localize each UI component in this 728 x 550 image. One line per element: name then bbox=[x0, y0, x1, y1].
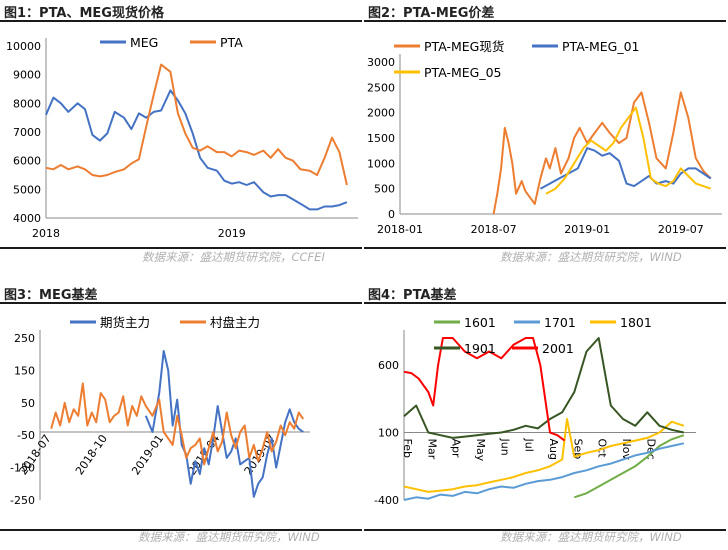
y-tick-label: 500 bbox=[374, 183, 395, 196]
y-tick-label: 5000 bbox=[13, 183, 41, 196]
y-tick-label: -250 bbox=[10, 494, 35, 507]
panel-meg-basis: 图3：MEG基差 -250 -150 -50 50 150 250 2018-07 2018-… bbox=[0, 275, 364, 550]
y-tick-label: 1000 bbox=[367, 157, 395, 170]
x-tick-label: Apr bbox=[450, 439, 463, 459]
x-tick-label: Jun bbox=[498, 438, 511, 456]
y-tick-label: 7000 bbox=[13, 126, 41, 139]
divider-bottom bbox=[364, 529, 726, 531]
y-tick-label: -150 bbox=[10, 462, 35, 475]
y-tick-label: 150 bbox=[14, 364, 35, 377]
series-line-4 bbox=[403, 337, 685, 439]
series-line-3 bbox=[545, 106, 712, 195]
y-tick-label: -50 bbox=[17, 429, 35, 442]
legend-label: PTA-MEG现货 bbox=[424, 39, 504, 54]
series-line-1 bbox=[144, 350, 304, 498]
x-tick-label: Dec bbox=[644, 439, 657, 460]
legend-label: 期货主力 bbox=[100, 315, 150, 330]
y-tick-label: 9000 bbox=[13, 69, 41, 82]
y-tick-label: 2000 bbox=[367, 107, 395, 120]
x-tick-label: May bbox=[474, 439, 487, 462]
y-tick-label: 2500 bbox=[367, 81, 395, 94]
series-line-1 bbox=[492, 91, 712, 215]
chart-title: 图3：MEG基差 bbox=[4, 288, 98, 303]
legend-label: PTA-MEG_05 bbox=[424, 65, 502, 80]
y-tick-label: -400 bbox=[374, 494, 399, 507]
x-tick-label: 2018 bbox=[32, 227, 60, 240]
x-tick-label: 2019-01 bbox=[129, 432, 166, 477]
x-tick-label: Aug bbox=[547, 439, 560, 460]
series-line-2 bbox=[539, 147, 712, 190]
legend-label: PTA bbox=[220, 35, 243, 50]
x-tick-label: Feb bbox=[401, 439, 414, 458]
source-note: 数据来源：盛达期货研究院，WIND bbox=[138, 530, 320, 544]
series-line-2 bbox=[403, 442, 685, 501]
series-line-2 bbox=[45, 63, 348, 186]
series-line-1 bbox=[573, 434, 685, 499]
series-line-3 bbox=[403, 418, 685, 493]
x-tick-label: 2018-01 bbox=[377, 223, 423, 236]
series-line-2 bbox=[50, 382, 305, 466]
legend-label: 村盘主力 bbox=[210, 315, 260, 330]
x-tick-label: Jul bbox=[523, 438, 536, 452]
chart-pta-meg-spread: 0 500 1000 1500 2000 2500 3000 2018-01 2018-07 20… bbox=[367, 39, 722, 236]
x-tick-label: 2019-07 bbox=[658, 223, 704, 236]
y-tick-label: 100 bbox=[378, 427, 399, 440]
panel-pta-basis: 图4：PTA基差 -400 100 600 Feb Mar Apr May Jun Jul Aug… bbox=[364, 275, 728, 550]
chart-title: 图4：PTA基差 bbox=[368, 288, 457, 303]
chart-title: 图1：PTA、MEG现货价格 bbox=[4, 6, 164, 21]
divider-top bbox=[0, 20, 362, 22]
legend-label: 1601 bbox=[464, 315, 496, 330]
y-tick-label: 6000 bbox=[13, 155, 41, 168]
y-tick-label: 4000 bbox=[13, 212, 41, 225]
legend-label: 1801 bbox=[620, 315, 652, 330]
chart-meg-pta-spot: 4000 5000 6000 7000 8000 9000 10000 2018 2019 MEG… bbox=[6, 35, 358, 240]
divider-top bbox=[364, 20, 726, 22]
legend-label: PTA-MEG_01 bbox=[562, 39, 640, 54]
y-tick-label: 8000 bbox=[13, 97, 41, 110]
legend-label: 1701 bbox=[544, 315, 576, 330]
y-tick-label: 250 bbox=[14, 332, 35, 345]
y-tick-label: 0 bbox=[388, 208, 395, 221]
chart-title: 图2：PTA-MEG价差 bbox=[368, 6, 495, 21]
panel-meg-pta-spot: 图1：PTA、MEG现货价格 4000 5000 6000 7000 8000 9000 1… bbox=[0, 0, 364, 275]
y-tick-label: 10000 bbox=[6, 40, 41, 53]
y-tick-label: 50 bbox=[21, 397, 35, 410]
legend-label: MEG bbox=[130, 35, 158, 50]
divider-bottom bbox=[0, 529, 362, 531]
y-tick-label: 600 bbox=[378, 359, 399, 372]
series-line-1 bbox=[45, 89, 348, 211]
x-tick-label: Mar bbox=[425, 439, 438, 460]
divider-bottom bbox=[0, 247, 362, 249]
x-tick-label: 2019-01 bbox=[564, 223, 610, 236]
divider-top bbox=[364, 302, 726, 304]
divider-bottom bbox=[364, 247, 726, 249]
source-note: 数据来源：盛达期货研究院，WIND bbox=[500, 250, 682, 264]
x-tick-label: 2018-10 bbox=[73, 432, 110, 477]
source-note: 数据来源：盛达期货研究院，WIND bbox=[500, 530, 682, 544]
divider-top bbox=[0, 302, 362, 304]
source-note: 数据来源：盛达期货研究院，CCFEI bbox=[142, 250, 325, 264]
y-tick-label: 3000 bbox=[367, 56, 395, 69]
legend-label: 1901 bbox=[464, 341, 496, 356]
x-tick-label: 2019 bbox=[218, 227, 246, 240]
x-tick-label: 2018-07 bbox=[471, 223, 517, 236]
y-tick-label: 1500 bbox=[367, 132, 395, 145]
series-line-5 bbox=[403, 337, 566, 442]
panel-pta-meg-spread: 图2：PTA-MEG价差 0 500 1000 1500 2000 2500 3000 201… bbox=[364, 0, 728, 275]
legend-label: 2001 bbox=[542, 341, 574, 356]
